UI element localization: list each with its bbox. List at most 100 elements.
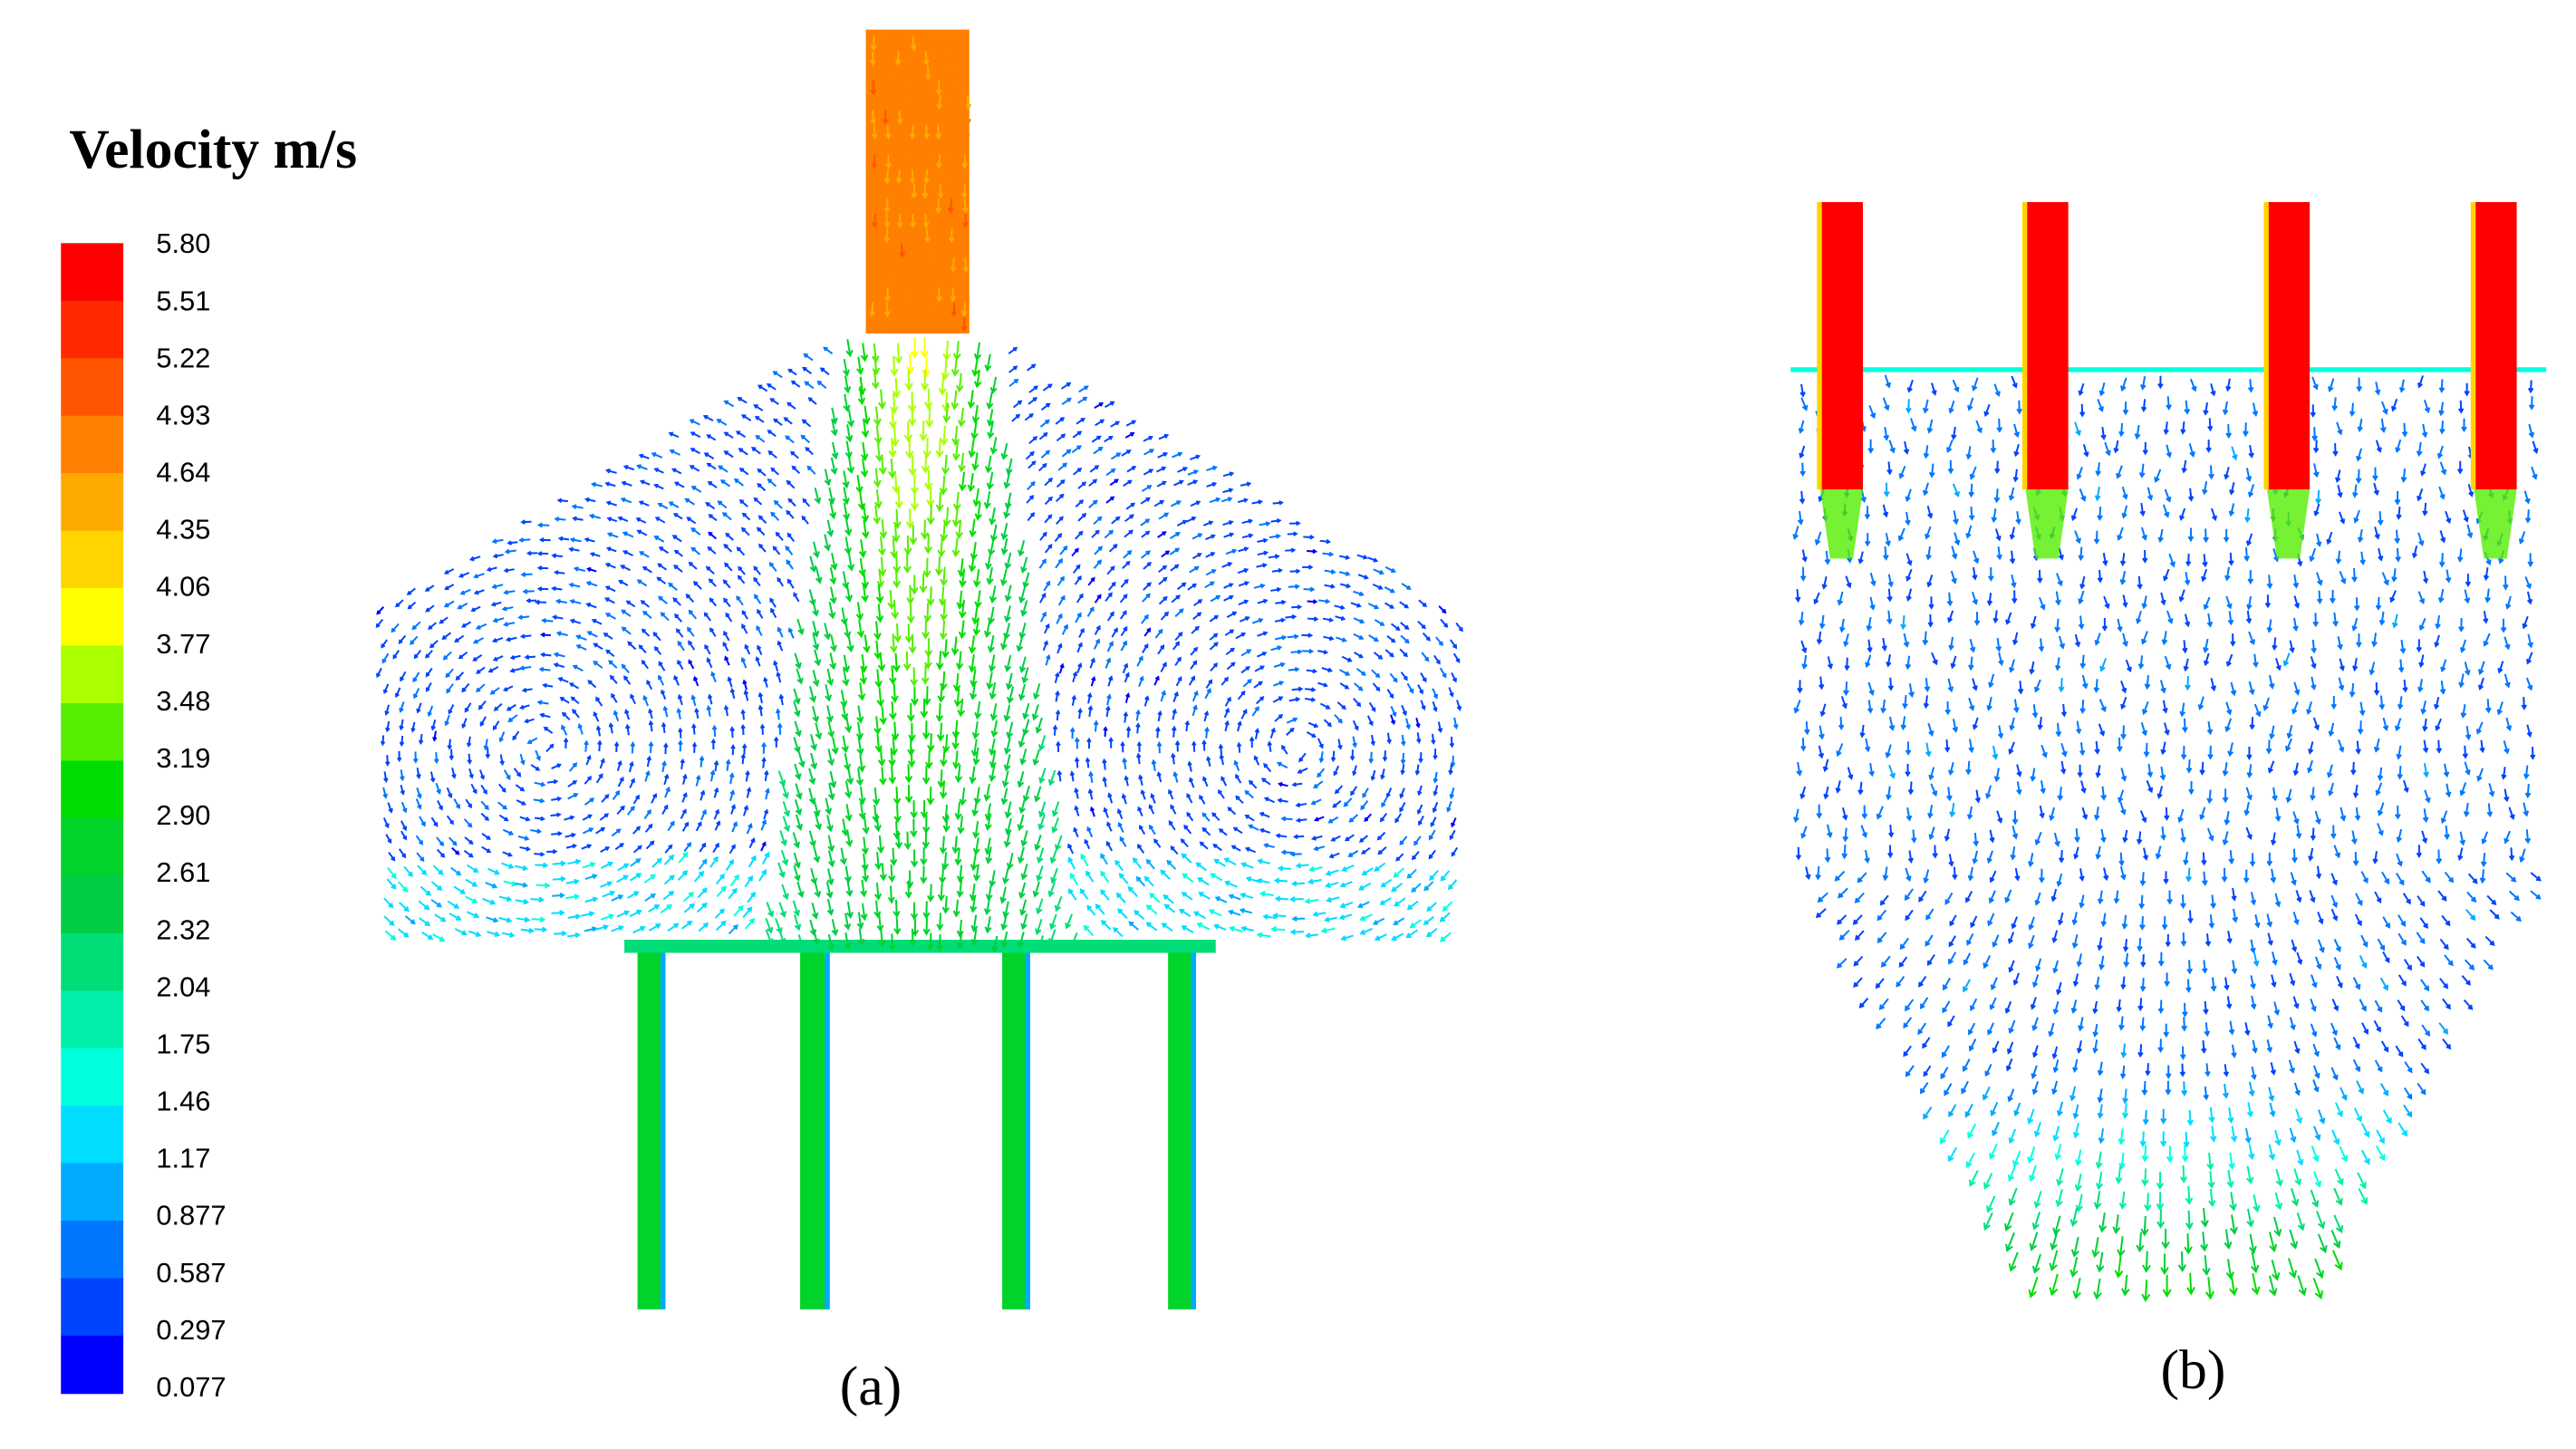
vector-arrow (1072, 467, 1083, 476)
vector-arrow (846, 767, 854, 786)
vector-arrow (989, 750, 997, 769)
colorbar-band (61, 702, 124, 762)
vector-arrow (1237, 690, 1246, 700)
vector-arrow (383, 771, 389, 783)
vector-arrow (492, 617, 505, 623)
vector-arrow (856, 356, 864, 376)
vector-arrow (936, 287, 943, 303)
vector-arrow (1169, 547, 1181, 555)
vector-arrow (942, 507, 951, 527)
vector-arrow (454, 634, 465, 643)
vector-arrow (1431, 733, 1436, 745)
vector-arrow (1350, 602, 1362, 608)
vector-arrow (1175, 1286, 1182, 1300)
vector-arrow (1143, 435, 1153, 442)
vector-arrow (899, 80, 906, 96)
vector-arrow (895, 169, 902, 185)
vector-arrow (891, 599, 900, 620)
vector-arrow (825, 705, 834, 723)
vector-arrow (1289, 568, 1301, 575)
vector-arrow (627, 641, 637, 651)
vector-arrow (1089, 657, 1095, 669)
vector-arrow (1223, 594, 1234, 602)
vector-arrow (399, 701, 405, 713)
vector-arrow (722, 579, 731, 589)
vector-arrow (644, 1212, 651, 1226)
vector-arrow (1106, 693, 1112, 706)
vector-arrow (1075, 499, 1085, 508)
vector-arrow (425, 667, 433, 678)
vector-arrow (921, 184, 929, 199)
vector-arrow (568, 546, 580, 552)
vector-arrow (1018, 683, 1027, 701)
vector-arrow (1302, 565, 1314, 570)
vector-arrow (972, 488, 980, 507)
vector-arrow (796, 618, 805, 636)
vector-arrow (455, 671, 465, 681)
vector-arrow (920, 519, 930, 540)
vector-arrow (1107, 581, 1116, 591)
outlet-pipe (800, 944, 830, 1309)
vector-arrow (906, 584, 915, 605)
vector-arrow (723, 400, 735, 408)
vector-arrow (572, 516, 584, 522)
vector-arrow (1025, 450, 1035, 460)
vector-arrow (652, 975, 659, 990)
vector-arrow (727, 676, 733, 688)
vector-arrow (1338, 571, 1351, 576)
vector-arrow (871, 198, 878, 214)
vector-arrow (689, 419, 700, 426)
vector-arrow (1233, 759, 1240, 771)
vector-arrow (951, 537, 960, 558)
vector-arrow (1160, 662, 1167, 672)
vector-arrow (710, 738, 717, 749)
vector-arrow (497, 783, 507, 793)
vector-arrow (435, 782, 442, 795)
vector-arrow (952, 750, 960, 770)
vector-arrow (1071, 445, 1082, 454)
vector-arrow (1334, 604, 1346, 611)
vector-arrow (1182, 1124, 1188, 1137)
vector-arrow (1319, 702, 1331, 710)
vector-arrow (686, 517, 697, 525)
vector-arrow (1274, 634, 1288, 641)
vector-arrow (950, 184, 957, 199)
vector-arrow (1237, 720, 1242, 732)
vector-arrow (723, 450, 734, 459)
vector-arrow (706, 462, 717, 470)
vector-arrow (921, 452, 931, 474)
vector-arrow (1384, 649, 1394, 658)
vector-arrow (1366, 715, 1374, 727)
vector-arrow (468, 768, 474, 779)
vector-arrow (845, 339, 854, 358)
vector-arrow (1003, 754, 1011, 772)
vector-arrow (1143, 562, 1153, 570)
vector-arrow (673, 674, 680, 686)
vector-arrow (812, 621, 820, 638)
vector-arrow (1374, 619, 1385, 626)
vector-arrow (1154, 628, 1163, 639)
vector-arrow (716, 419, 728, 426)
vector-arrow (902, 651, 912, 671)
colorbar-label: 4.93 (156, 399, 210, 430)
vector-arrow (815, 566, 823, 584)
vector-arrow (1177, 1079, 1184, 1093)
vector-arrow (922, 557, 931, 578)
vector-arrow (870, 80, 877, 96)
vector-arrow (883, 302, 891, 318)
vector-arrow (591, 618, 603, 625)
vector-arrow (1170, 500, 1182, 507)
vector-arrow (672, 597, 681, 606)
vector-arrow (773, 418, 783, 426)
vector-arrow (1209, 497, 1221, 504)
vector-arrow (878, 556, 887, 577)
vector-arrow (1106, 641, 1114, 652)
vector-arrow (1415, 717, 1421, 729)
vector-arrow (921, 720, 931, 740)
vector-arrow (503, 567, 515, 574)
vector-arrow (1257, 537, 1269, 544)
vector-arrow (861, 584, 869, 604)
vector-arrow (1270, 517, 1282, 524)
vector-arrow (1251, 617, 1264, 624)
vector-arrow (1058, 662, 1065, 674)
